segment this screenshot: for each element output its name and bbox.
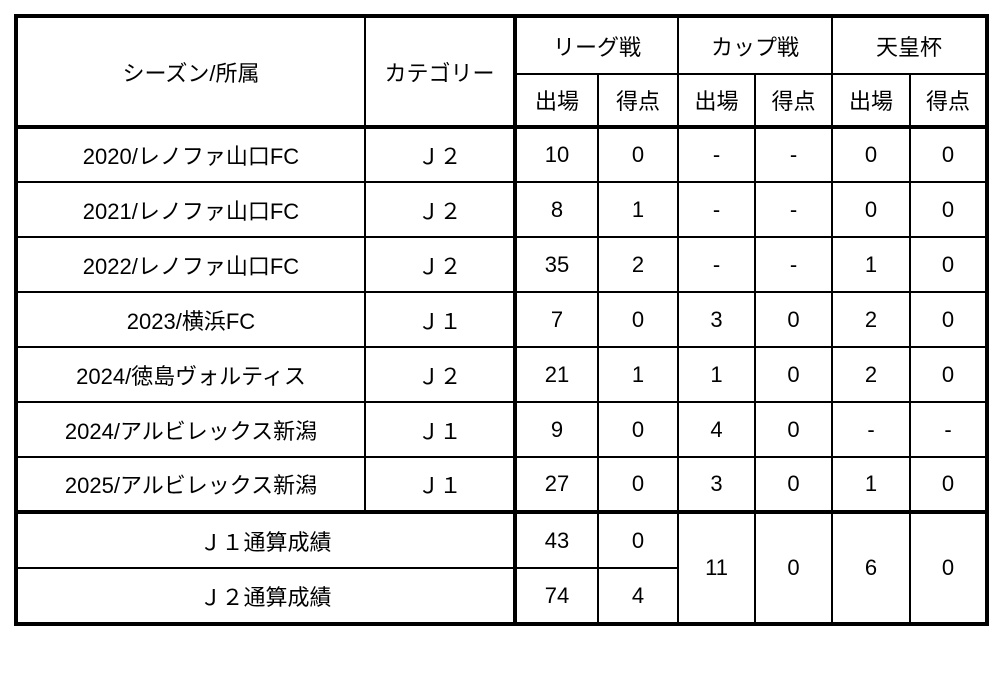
player-season-stats-table: シーズン/所属 カテゴリー リーグ戦 カップ戦 天皇杯 出場 得点 出場 得点 … <box>14 14 990 626</box>
cell-cup-goals: - <box>754 126 834 183</box>
header-cup-goals: 得点 <box>754 73 834 129</box>
cell-emperors-goals: 0 <box>909 291 989 348</box>
cell-league-appearances: 8 <box>514 181 599 238</box>
cell-league-goals: 1 <box>596 346 680 403</box>
cell-cup-appearances: 4 <box>677 401 757 458</box>
cell-cup-goals: - <box>754 236 834 293</box>
header-group-emperors-cup: 天皇杯 <box>831 15 989 75</box>
table-row: 2025/アルビレックス新潟 Ｊ１ 27 0 3 0 1 0 <box>15 456 989 514</box>
cell-category: Ｊ２ <box>364 346 517 403</box>
header-emperors-appearances: 出場 <box>831 73 912 129</box>
cell-category: Ｊ１ <box>364 401 517 458</box>
cell-league-goals: 0 <box>596 291 680 348</box>
cell-cup-appearances: - <box>677 181 757 238</box>
cell-league-goals: 2 <box>596 236 680 293</box>
table-row: 2020/レノファ山口FC Ｊ２ 10 0 - - 0 0 <box>15 126 989 183</box>
cell-total-emperors-appearances: 6 <box>831 511 912 625</box>
header-cup-appearances: 出場 <box>677 73 757 129</box>
table-row: 2023/横浜FC Ｊ１ 7 0 3 0 2 0 <box>15 291 989 348</box>
cell-league-goals: 0 <box>596 126 680 183</box>
cell-league-appearances: 10 <box>514 126 599 183</box>
cell-cup-goals: 0 <box>754 401 834 458</box>
cell-league-goals: 0 <box>596 456 680 514</box>
table-row: 2022/レノファ山口FC Ｊ２ 35 2 - - 1 0 <box>15 236 989 293</box>
cell-emperors-goals: 0 <box>909 181 989 238</box>
header-league-goals: 得点 <box>596 73 680 129</box>
cell-emperors-goals: 0 <box>909 126 989 183</box>
cell-total-label: Ｊ１通算成績 <box>15 511 517 569</box>
cell-league-appearances: 27 <box>514 456 599 514</box>
cell-category: Ｊ１ <box>364 456 517 514</box>
cell-cup-appearances: 3 <box>677 291 757 348</box>
header-group-cup: カップ戦 <box>677 15 834 75</box>
cell-league-appearances: 21 <box>514 346 599 403</box>
cell-league-appearances: 9 <box>514 401 599 458</box>
total-row-j1: Ｊ１通算成績 43 0 11 0 6 0 <box>15 511 989 625</box>
header-season-club: シーズン/所属 <box>15 15 366 129</box>
header-category: カテゴリー <box>364 15 517 129</box>
cell-emperors-appearances: 0 <box>831 181 912 238</box>
cell-season-club: 2023/横浜FC <box>15 291 366 348</box>
cell-category: Ｊ２ <box>364 236 517 293</box>
cell-season-club: 2025/アルビレックス新潟 <box>15 456 366 514</box>
cell-total-cup-goals: 0 <box>754 511 834 625</box>
cell-cup-appearances: - <box>677 126 757 183</box>
cell-j1-total-league-goals: 0 <box>596 511 680 569</box>
cell-emperors-appearances: 2 <box>831 346 912 403</box>
cell-season-club: 2024/徳島ヴォルティス <box>15 346 366 403</box>
table-row: 2024/徳島ヴォルティス Ｊ２ 21 1 1 0 2 0 <box>15 346 989 403</box>
cell-total-cup-appearances: 11 <box>677 511 757 625</box>
cell-season-club: 2021/レノファ山口FC <box>15 181 366 238</box>
cell-cup-goals: 0 <box>754 346 834 403</box>
header-league-appearances: 出場 <box>514 73 599 129</box>
cell-cup-goals: 0 <box>754 456 834 514</box>
cell-emperors-appearances: - <box>831 401 912 458</box>
header-group-league: リーグ戦 <box>513 15 680 75</box>
cell-league-appearances: 35 <box>514 236 599 293</box>
cell-category: Ｊ１ <box>364 291 517 348</box>
cell-league-goals: 0 <box>596 401 680 458</box>
cell-j1-total-league-appearances: 43 <box>514 511 599 569</box>
cell-total-label: Ｊ２通算成績 <box>15 567 517 625</box>
cell-cup-appearances: 3 <box>677 456 757 514</box>
cell-emperors-goals: - <box>909 401 989 458</box>
cell-category: Ｊ２ <box>364 126 517 183</box>
cell-cup-appearances: 1 <box>677 346 757 403</box>
cell-j2-total-league-appearances: 74 <box>514 567 599 625</box>
cell-emperors-appearances: 0 <box>831 126 912 183</box>
cell-emperors-appearances: 1 <box>831 236 912 293</box>
cell-season-club: 2022/レノファ山口FC <box>15 236 366 293</box>
cell-emperors-appearances: 1 <box>831 456 912 514</box>
cell-category: Ｊ２ <box>364 181 517 238</box>
cell-emperors-appearances: 2 <box>831 291 912 348</box>
table-row: 2024/アルビレックス新潟 Ｊ１ 9 0 4 0 - - <box>15 401 989 458</box>
table-row: 2021/レノファ山口FC Ｊ２ 8 1 - - 0 0 <box>15 181 989 238</box>
cell-j2-total-league-goals: 4 <box>596 567 680 625</box>
cell-league-appearances: 7 <box>514 291 599 348</box>
cell-cup-goals: 0 <box>754 291 834 348</box>
cell-emperors-goals: 0 <box>909 236 989 293</box>
cell-league-goals: 1 <box>596 181 680 238</box>
cell-season-club: 2020/レノファ山口FC <box>15 126 366 183</box>
cell-emperors-goals: 0 <box>909 456 989 514</box>
cell-cup-goals: - <box>754 181 834 238</box>
total-row-j2: Ｊ２通算成績 74 4 <box>15 567 987 625</box>
cell-season-club: 2024/アルビレックス新潟 <box>15 401 366 458</box>
cell-cup-appearances: - <box>677 236 757 293</box>
cell-total-emperors-goals: 0 <box>909 511 989 625</box>
header-emperors-goals: 得点 <box>909 73 989 129</box>
cell-emperors-goals: 0 <box>909 346 989 403</box>
